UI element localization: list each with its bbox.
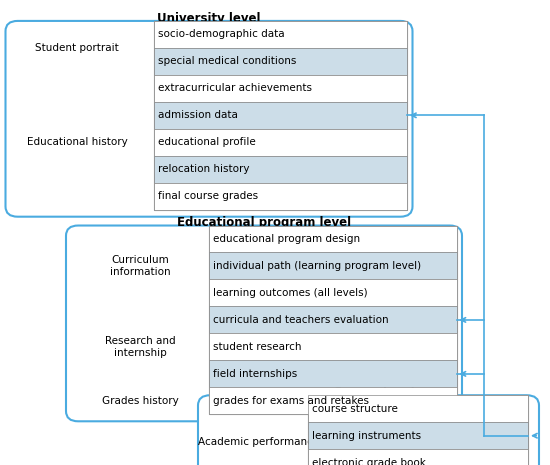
- Text: educational program design: educational program design: [213, 234, 361, 244]
- Bar: [154, 48, 407, 75]
- Text: curricula and teachers evaluation: curricula and teachers evaluation: [213, 315, 389, 325]
- Text: educational profile: educational profile: [158, 137, 256, 147]
- Bar: [154, 129, 407, 156]
- Bar: [154, 75, 407, 102]
- Bar: [308, 395, 528, 465]
- Text: Educational program level: Educational program level: [177, 216, 351, 229]
- Text: Course level: Course level: [333, 386, 415, 399]
- FancyBboxPatch shape: [6, 21, 412, 217]
- Bar: [209, 226, 456, 414]
- Text: Student portrait: Student portrait: [35, 43, 119, 53]
- Text: learning instruments: learning instruments: [312, 431, 421, 441]
- Text: admission data: admission data: [158, 110, 238, 120]
- Text: University level: University level: [157, 12, 261, 25]
- Bar: [209, 387, 456, 414]
- Bar: [209, 226, 456, 252]
- Text: socio-demographic data: socio-demographic data: [158, 29, 285, 40]
- Text: course structure: course structure: [312, 404, 398, 414]
- Bar: [308, 449, 528, 465]
- Bar: [209, 306, 456, 333]
- Text: final course grades: final course grades: [158, 191, 258, 201]
- Text: Educational history: Educational history: [26, 137, 128, 147]
- Text: learning outcomes (all levels): learning outcomes (all levels): [213, 288, 368, 298]
- FancyBboxPatch shape: [198, 395, 539, 465]
- Bar: [154, 156, 407, 183]
- Bar: [308, 395, 528, 422]
- Text: Grades history: Grades history: [102, 396, 179, 406]
- Bar: [209, 360, 456, 387]
- Text: Research and
internship: Research and internship: [105, 336, 175, 358]
- Text: extracurricular achievements: extracurricular achievements: [158, 83, 312, 93]
- Bar: [308, 422, 528, 449]
- Text: grades for exams and retakes: grades for exams and retakes: [213, 396, 370, 406]
- Text: Academic performance: Academic performance: [198, 438, 319, 447]
- Text: relocation history: relocation history: [158, 164, 250, 174]
- Text: field internships: field internships: [213, 369, 298, 379]
- FancyBboxPatch shape: [66, 226, 462, 421]
- Bar: [209, 333, 456, 360]
- Bar: [154, 21, 407, 210]
- Text: student research: student research: [213, 342, 302, 352]
- Text: Curriculum
information: Curriculum information: [110, 255, 170, 277]
- Bar: [154, 102, 407, 129]
- Bar: [154, 183, 407, 210]
- Text: Course design: Course design: [221, 404, 296, 414]
- Text: electronic grade book: electronic grade book: [312, 458, 426, 465]
- Bar: [209, 252, 456, 279]
- Text: individual path (learning program level): individual path (learning program level): [213, 261, 421, 271]
- Bar: [154, 21, 407, 48]
- Text: special medical conditions: special medical conditions: [158, 56, 297, 66]
- Bar: [209, 279, 456, 306]
